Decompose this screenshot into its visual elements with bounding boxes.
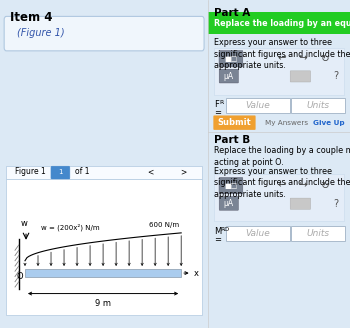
FancyBboxPatch shape <box>290 226 345 241</box>
Text: Give Up: Give Up <box>313 120 345 126</box>
Text: R: R <box>219 100 223 105</box>
Text: Express your answer to three
significant figures and include the
appropriate uni: Express your answer to three significant… <box>214 38 350 70</box>
FancyBboxPatch shape <box>214 174 344 221</box>
Text: Value: Value <box>245 229 270 238</box>
Text: F: F <box>214 100 219 109</box>
Text: 600 N/m: 600 N/m <box>149 222 180 228</box>
FancyBboxPatch shape <box>219 177 243 194</box>
Text: x: x <box>194 269 199 277</box>
Text: Replace the loading by a couple moment
acting at point O.: Replace the loading by a couple moment a… <box>214 146 350 167</box>
Text: Figure 1: Figure 1 <box>15 167 46 176</box>
Text: w = (200x²) N/m: w = (200x²) N/m <box>42 224 100 231</box>
Text: Item 4: Item 4 <box>10 11 53 25</box>
FancyBboxPatch shape <box>219 196 238 210</box>
Text: ↩: ↩ <box>278 181 286 191</box>
FancyBboxPatch shape <box>6 179 202 315</box>
Text: μA: μA <box>224 199 234 208</box>
Text: ■□: ■□ <box>224 183 238 189</box>
FancyBboxPatch shape <box>214 115 256 130</box>
FancyBboxPatch shape <box>208 12 350 34</box>
FancyBboxPatch shape <box>290 198 310 209</box>
Text: Value: Value <box>245 101 270 111</box>
Text: M: M <box>214 227 221 236</box>
Text: RO: RO <box>220 227 230 232</box>
Text: ?: ? <box>333 72 338 81</box>
FancyBboxPatch shape <box>226 98 289 113</box>
Text: (Figure 1): (Figure 1) <box>17 29 64 38</box>
FancyBboxPatch shape <box>219 51 243 67</box>
Text: of 1: of 1 <box>75 167 90 176</box>
Text: Units: Units <box>306 101 329 111</box>
Text: >: > <box>180 167 187 176</box>
Text: Part A: Part A <box>214 8 250 18</box>
Text: w: w <box>21 219 27 228</box>
Text: ↻: ↻ <box>320 181 329 191</box>
FancyBboxPatch shape <box>51 166 70 179</box>
Text: Replace the loading by an equivalent force.: Replace the loading by an equivalent for… <box>214 19 350 28</box>
Text: 1: 1 <box>58 169 63 175</box>
Text: O: O <box>17 272 23 281</box>
FancyBboxPatch shape <box>4 16 204 51</box>
FancyBboxPatch shape <box>214 48 344 95</box>
Text: =: = <box>214 236 221 244</box>
FancyBboxPatch shape <box>219 69 238 83</box>
Text: Express your answer to three
significant figures and include the
appropriate uni: Express your answer to three significant… <box>214 167 350 199</box>
Text: Submit: Submit <box>218 118 251 127</box>
Text: ↪: ↪ <box>299 181 308 191</box>
FancyBboxPatch shape <box>25 269 181 277</box>
FancyBboxPatch shape <box>290 71 310 82</box>
Text: 9 m: 9 m <box>95 299 111 308</box>
Text: ■□: ■□ <box>224 56 238 62</box>
Text: Part B: Part B <box>214 135 250 145</box>
Text: My Answers: My Answers <box>265 120 308 126</box>
Text: <: < <box>147 167 153 176</box>
Text: ↪: ↪ <box>299 54 308 64</box>
Text: ↩: ↩ <box>278 54 286 64</box>
FancyBboxPatch shape <box>6 166 202 179</box>
Text: Units: Units <box>306 229 329 238</box>
FancyBboxPatch shape <box>226 226 289 241</box>
Text: μA: μA <box>224 72 234 81</box>
Text: ?: ? <box>333 199 338 209</box>
Text: ↻: ↻ <box>320 54 329 64</box>
FancyBboxPatch shape <box>290 98 345 113</box>
Text: =: = <box>214 108 221 117</box>
